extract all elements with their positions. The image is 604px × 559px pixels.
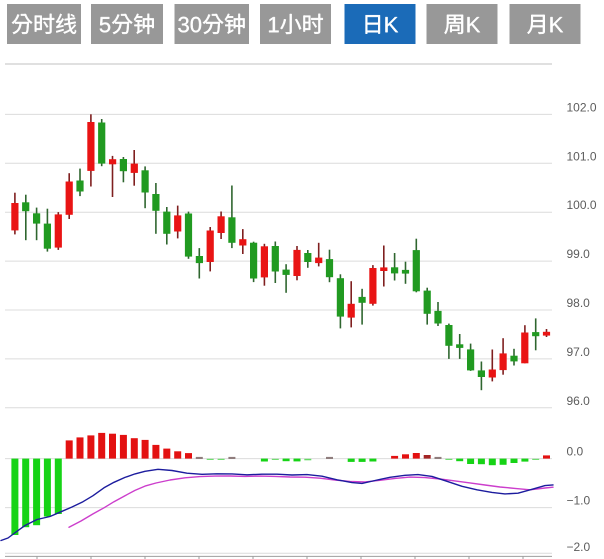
svg-text:97.0: 97.0 xyxy=(567,345,591,359)
svg-text:102.0: 102.0 xyxy=(567,100,597,114)
svg-text:98.0: 98.0 xyxy=(567,296,591,310)
svg-text:−1.0: −1.0 xyxy=(567,494,591,508)
svg-text:100.0: 100.0 xyxy=(567,198,597,212)
svg-text:96.0: 96.0 xyxy=(567,394,591,408)
svg-text:99.0: 99.0 xyxy=(567,247,591,261)
svg-text:0.0: 0.0 xyxy=(567,445,584,459)
svg-text:−2.0: −2.0 xyxy=(567,540,591,554)
svg-text:101.0: 101.0 xyxy=(567,149,597,163)
